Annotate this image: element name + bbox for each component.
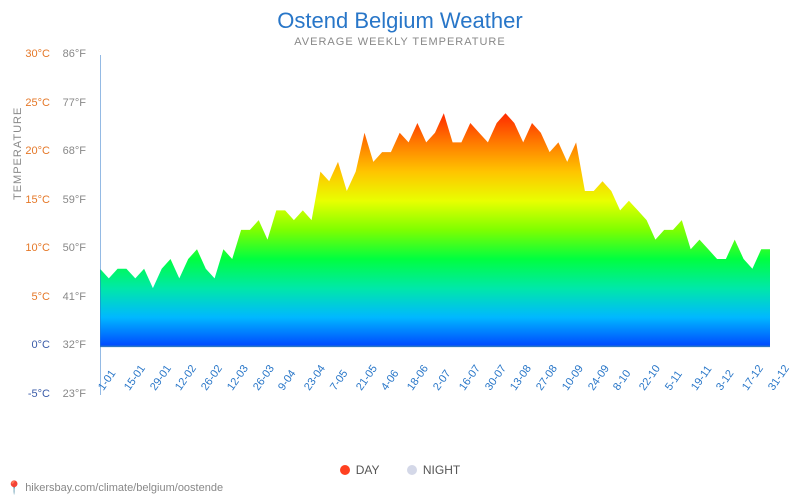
y-tick-celsius: 20°C <box>0 145 50 157</box>
y-tick-celsius: 5°C <box>0 291 50 303</box>
y-tick-celsius: 15°C <box>0 194 50 206</box>
attribution: 📍 hikersbay.com/climate/belgium/oostende <box>6 480 223 496</box>
y-tick-celsius: 10°C <box>0 242 50 254</box>
page-subtitle: AVERAGE WEEKLY TEMPERATURE <box>0 36 800 48</box>
legend-item-day: DAY <box>340 463 380 477</box>
y-tick-celsius: 0°C <box>0 339 50 351</box>
y-tick-celsius: -5°C <box>0 388 50 400</box>
legend-label-day: DAY <box>356 463 380 477</box>
y-tick-fahrenheit: 77°F <box>52 97 86 109</box>
legend-dot-icon <box>407 465 417 475</box>
y-tick-fahrenheit: 59°F <box>52 194 86 206</box>
y-tick-celsius: 25°C <box>0 97 50 109</box>
y-tick-fahrenheit: 50°F <box>52 242 86 254</box>
y-tick-fahrenheit: 32°F <box>52 339 86 351</box>
attribution-text: hikersbay.com/climate/belgium/oostende <box>25 482 223 494</box>
map-pin-icon: 📍 <box>6 480 22 496</box>
chart-plot-area <box>100 55 770 395</box>
chart-container: Ostend Belgium Weather AVERAGE WEEKLY TE… <box>0 0 800 500</box>
page-title: Ostend Belgium Weather <box>0 0 800 34</box>
y-tick-fahrenheit: 41°F <box>52 291 86 303</box>
legend-dot-icon <box>340 465 350 475</box>
legend: DAY NIGHT <box>0 463 800 478</box>
legend-label-night: NIGHT <box>423 463 460 477</box>
y-tick-celsius: 30°C <box>0 48 50 60</box>
y-tick-fahrenheit: 86°F <box>52 48 86 60</box>
y-tick-fahrenheit: 23°F <box>52 388 86 400</box>
y-tick-fahrenheit: 68°F <box>52 145 86 157</box>
legend-item-night: NIGHT <box>407 463 460 477</box>
area-chart-svg <box>100 55 770 395</box>
day-area <box>100 113 770 346</box>
